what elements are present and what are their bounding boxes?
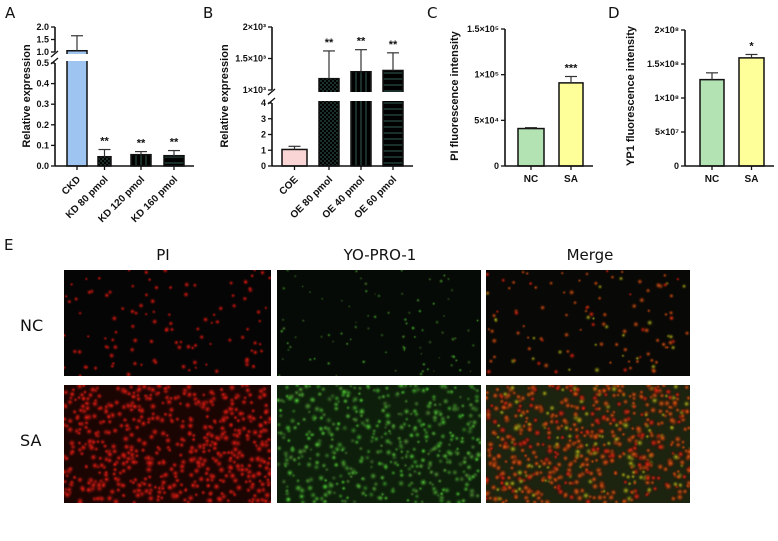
y-tick-label: 0.3 (36, 99, 49, 109)
y-axis-label: YP1 fluorescence intensity (625, 25, 637, 166)
y-tick-label: 1.5×10³ (235, 54, 266, 64)
panel-label: A (5, 4, 16, 22)
bar (318, 77, 340, 167)
bar (382, 69, 404, 167)
y-tick-label: 2×10³ (243, 22, 266, 32)
y-axis-label: PI fluorescence intensity (449, 30, 461, 160)
bar (97, 155, 112, 167)
panel-label: D (608, 4, 620, 22)
y-tick-label: 2.0 (36, 22, 49, 32)
bar (517, 127, 545, 167)
y-tick-label: 2×10⁸ (654, 25, 679, 35)
bar (738, 57, 765, 167)
axis-break-gap (266, 92, 407, 101)
bar (163, 154, 185, 167)
row-label-sa: SA (20, 431, 42, 450)
significance-marker: *** (565, 62, 579, 74)
micrograph-sa-pi (64, 385, 271, 503)
y-tick-label: 0.5 (36, 58, 49, 68)
column-header-merge: Merge (566, 246, 614, 264)
y-tick-label: 1×10³ (243, 85, 266, 95)
significance-marker: ** (137, 138, 146, 150)
bar (350, 70, 372, 167)
y-tick-label: 4 (261, 98, 266, 108)
micrograph-sa-merge (486, 385, 690, 503)
x-tick-label: CKD (60, 174, 83, 197)
y-tick-label: 0.4 (36, 79, 49, 89)
y-tick-label: 2 (261, 130, 266, 140)
bar (281, 148, 308, 167)
y-tick-label: 1×10⁸ (654, 93, 679, 103)
x-tick-label: COE (278, 174, 301, 197)
y-tick-label: 0.2 (36, 120, 49, 130)
row-label-nc: NC (20, 316, 44, 335)
significance-marker: ** (357, 36, 366, 48)
y-tick-label: 1.0 (36, 47, 49, 57)
chart-panel-c: C PI fluorescence intensity NC *** SA 0 5×10⁴ 1… (427, 4, 593, 185)
y-tick-label: 1.5 (36, 35, 49, 45)
y-tick-label: 5×10⁴ (474, 115, 499, 125)
panel-label-e: E (4, 236, 14, 254)
x-tick-label: NC (705, 174, 719, 185)
y-tick-label: 1.5×10⁸ (647, 59, 679, 69)
y-tick-label: 1×10⁵ (475, 70, 500, 80)
axis-break-mark (267, 88, 276, 96)
axis-break-gap (49, 54, 188, 61)
micrograph-nc-yo-pro-1 (277, 270, 481, 376)
x-tick-label: NC (524, 174, 538, 185)
bar (130, 153, 152, 167)
significance-marker: * (749, 40, 754, 52)
panel-label: B (203, 4, 213, 22)
y-tick-label: 5×10⁷ (655, 127, 679, 137)
y-tick-label: 0 (494, 161, 499, 171)
column-header-yo-pro-1: YO-PRO-1 (343, 246, 417, 264)
x-tick-label: SA (564, 174, 578, 185)
y-tick-label: 0.1 (36, 140, 49, 150)
y-tick-label: 0 (674, 161, 679, 171)
axis-break-mark (50, 50, 59, 58)
y-tick-label: 3 (261, 114, 266, 124)
bar (558, 82, 584, 167)
chart-panel-d: D YP1 fluorescence intensity NC * SA 0 5×10⁷ 1×… (608, 4, 774, 185)
y-axis-label: Relative expression (21, 44, 33, 148)
bar (66, 50, 88, 167)
bar (699, 78, 725, 167)
panel-label: C (427, 4, 437, 22)
x-tick-label: SA (745, 174, 759, 185)
significance-marker: ** (170, 137, 179, 149)
significance-marker: ** (325, 37, 334, 49)
micrograph-nc-pi (64, 270, 271, 376)
y-axis-label: Relative expression (219, 44, 231, 148)
micrograph-nc-merge (486, 270, 690, 376)
y-tick-label: 0 (261, 161, 266, 171)
y-tick-label: 1.5×10⁵ (467, 24, 499, 34)
significance-marker: ** (100, 136, 109, 148)
y-tick-label: 1 (261, 145, 266, 155)
micrograph-sa-yo-pro-1 (277, 385, 481, 503)
column-header-pi: PI (156, 246, 170, 264)
significance-marker: ** (389, 39, 398, 51)
y-tick-label: 0.0 (36, 161, 49, 171)
